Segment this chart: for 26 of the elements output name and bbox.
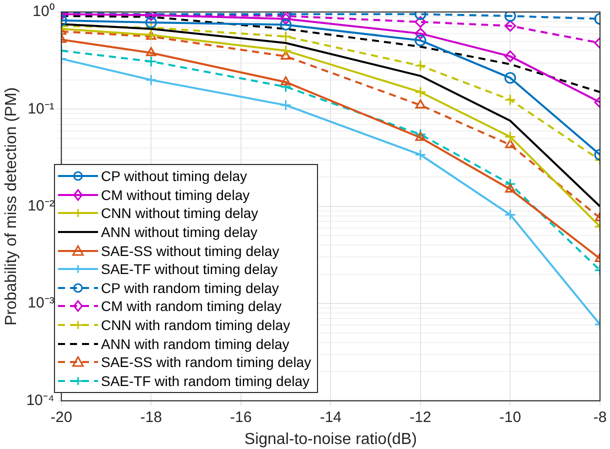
legend-label: CP with random timing delay: [101, 280, 279, 296]
y-tick-label: 10⁻²: [28, 198, 54, 215]
legend-label: ANN without timing delay: [101, 224, 258, 240]
y-tick-label: 10⁻¹: [28, 100, 54, 118]
y-tick-label: 10⁻⁴: [26, 392, 54, 409]
x-tick-label: -12: [410, 408, 432, 426]
x-tick-label: -16: [230, 408, 252, 426]
legend-label: CM with random timing delay: [101, 298, 282, 314]
legend-label: SAE-TF with random timing delay: [101, 372, 310, 389]
legend-label: CP without timing delay: [101, 168, 248, 184]
legend-label: CNN without timing delay: [101, 205, 258, 222]
legend-label: ANN with random timing delay: [101, 336, 290, 352]
y-axis-title: Probability of miss detection (PM): [3, 87, 20, 326]
x-tick-label: -10: [499, 408, 522, 426]
legend-label: CNN with random timing delay: [101, 316, 290, 333]
x-tick-label: -14: [320, 408, 342, 426]
y-tick-label: 10⁰: [32, 3, 54, 20]
x-tick-label: -20: [50, 408, 72, 426]
x-tick-label: -18: [140, 408, 162, 426]
x-tick-label: -8: [593, 408, 607, 426]
y-tick-label: 10⁻³: [28, 294, 54, 312]
legend-label: CM without timing delay: [101, 186, 250, 203]
legend-label: SAE-SS with random timing delay: [101, 354, 312, 370]
legend-label: SAE-SS without timing delay: [101, 242, 280, 259]
legend-label: SAE-TF without timing delay: [101, 261, 278, 278]
x-axis-title: Signal-to-noise ratio(dB): [244, 430, 417, 448]
